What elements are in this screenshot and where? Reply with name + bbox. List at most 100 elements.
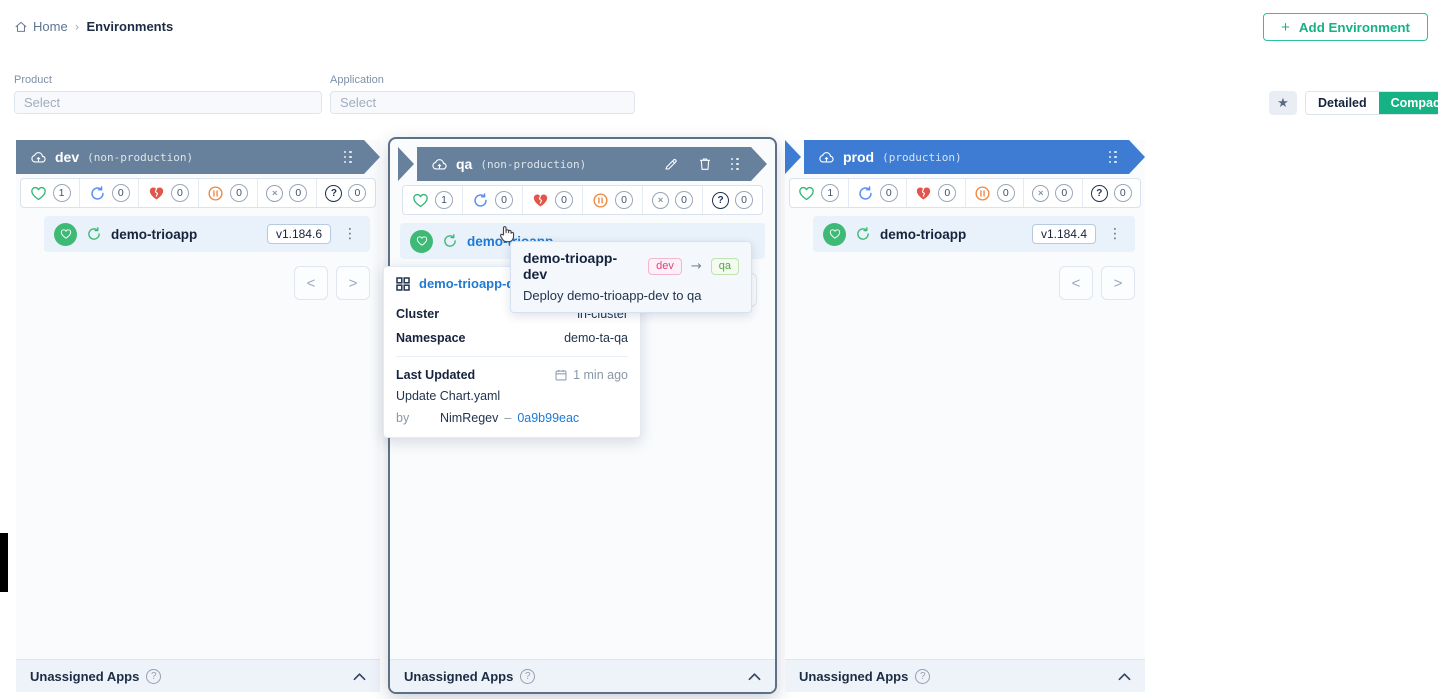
degraded-broken-heart-icon [148,185,165,202]
popover-app-link[interactable]: demo-trioapp-qa [419,276,522,291]
env-header-row-dev: dev (non-production) [16,140,380,174]
counter-missing[interactable]: × 0 [642,186,702,214]
healthy-heart-icon [412,192,429,209]
application-select-placeholder: Select [340,95,377,110]
product-select[interactable]: Select [14,91,322,114]
collapse-caret-icon[interactable] [748,672,761,681]
unassigned-apps-footer[interactable]: Unassigned Apps ? [16,659,380,692]
namespace-row: Namespace demo-ta-qa [396,326,628,350]
app-menu-button[interactable]: ⋮ [1108,226,1122,242]
dash-separator: – [504,411,512,425]
env-header-row-qa: qa (non-production) [398,147,767,181]
env-header-qa[interactable]: qa (non-production) [417,147,767,181]
env-header-row-prod: prod (production) [785,140,1145,174]
delete-environment-icon[interactable] [697,156,713,172]
drag-handle-icon[interactable] [731,158,740,171]
progressing-sync-icon [89,185,106,202]
namespace-label: Namespace [396,331,466,345]
detailed-view-button[interactable]: Detailed [1306,92,1379,114]
edit-environment-icon[interactable] [663,156,679,172]
unknown-question-icon: ? [1090,184,1108,202]
pagination-prod: < > [785,266,1135,300]
commit-author: NimRegev [440,411,499,425]
counter-degraded[interactable]: 0 [522,186,582,214]
divider [396,356,628,357]
app-version-badge[interactable]: v1.184.4 [1031,224,1096,244]
app-healthy-icon [54,222,77,246]
app-card-demo-trioapp[interactable]: demo-trioapp v1.184.6 ⋮ [44,216,370,252]
counter-progressing[interactable]: 0 [462,186,522,214]
suspended-pause-icon [974,185,991,202]
favorites-filter-button[interactable]: ★ [1269,91,1297,115]
degraded-broken-heart-icon [532,192,549,209]
counter-missing[interactable]: × 0 [1023,179,1082,207]
add-environment-label: Add Environment [1298,19,1410,35]
counter-value: 0 [615,191,633,209]
counter-suspended[interactable]: 0 [582,186,642,214]
counter-progressing[interactable]: 0 [847,179,907,207]
counter-degraded[interactable]: 0 [138,179,197,207]
app-name[interactable]: demo-trioapp [111,226,198,242]
counter-value: 1 [52,184,71,202]
commit-sha-link[interactable]: 0a9b99eac [517,411,580,425]
environment-type: (non-production) [87,150,194,164]
counter-healthy[interactable]: 1 [790,179,848,207]
prev-page-button[interactable]: < [294,266,328,300]
counter-healthy[interactable]: 1 [403,186,462,214]
collapse-caret-icon[interactable] [353,672,366,681]
counter-unknown[interactable]: ? 0 [702,186,762,214]
namespace-value: demo-ta-qa [564,331,628,345]
last-updated-row: Last Updated 1 min ago [396,363,628,387]
counter-suspended[interactable]: 0 [197,179,257,207]
help-icon[interactable]: ? [146,668,162,684]
tooltip-app-name: demo-trioapp-dev [523,250,618,282]
counter-value: 0 [1055,184,1074,202]
unknown-question-icon: ? [712,191,729,209]
promote-arrow-icon: → [690,258,702,274]
compact-view-button[interactable]: Compact [1378,92,1438,114]
environment-cloud-icon [431,158,448,171]
collapse-caret-icon[interactable] [1118,672,1131,681]
app-grid-icon [396,277,410,291]
add-environment-button[interactable]: + Add Environment [1263,13,1428,41]
breadcrumb-home-label[interactable]: Home [33,19,68,34]
app-name[interactable]: demo-trioapp [880,226,967,242]
counter-value: 0 [230,184,249,202]
app-card-demo-trioapp[interactable]: demo-trioapp v1.184.4 ⋮ [813,216,1135,252]
counter-healthy[interactable]: 1 [21,179,79,207]
env-header-prod[interactable]: prod (production) [804,140,1145,174]
hand-cursor-icon [497,223,516,244]
missing-cross-icon: × [652,191,669,209]
app-version-badge[interactable]: v1.184.6 [266,224,331,244]
promotion-tooltip: demo-trioapp-dev dev → qa Deploy demo-tr… [510,241,752,313]
counter-value: 0 [495,191,513,209]
drag-handle-icon[interactable] [344,151,353,164]
counter-unknown[interactable]: ? 0 [315,179,375,207]
drag-handle-icon[interactable] [1109,151,1118,164]
product-filter-label: Product [14,74,52,86]
counter-missing[interactable]: × 0 [256,179,316,207]
breadcrumb-home-link[interactable]: Home [14,19,68,34]
counter-degraded[interactable]: 0 [906,179,965,207]
application-select[interactable]: Select [330,91,635,114]
unassigned-apps-label: Unassigned Apps [30,668,140,684]
unassigned-apps-footer[interactable]: Unassigned Apps ? [390,659,775,692]
help-icon[interactable]: ? [915,668,931,684]
home-icon [14,20,28,34]
counter-unknown[interactable]: ? 0 [1081,179,1141,207]
env-column-prod: prod (production) 1 0 0 0 × 0 ? 0 demo-tri… [785,140,1145,692]
env-header-dev[interactable]: dev (non-production) [16,140,380,174]
help-icon[interactable]: ? [520,668,536,684]
app-menu-button[interactable]: ⋮ [343,226,357,242]
view-mode-toggle: Detailed Compact [1305,91,1438,115]
counter-suspended[interactable]: 0 [964,179,1024,207]
commit-author-row: by NimRegev – 0a9b99eac [396,407,628,427]
next-page-button[interactable]: > [1101,266,1135,300]
environment-name: qa [456,156,473,172]
counter-progressing[interactable]: 0 [79,179,138,207]
degraded-broken-heart-icon [915,185,932,202]
unassigned-apps-footer[interactable]: Unassigned Apps ? [785,659,1145,692]
next-page-button[interactable]: > [336,266,370,300]
prev-page-button[interactable]: < [1059,266,1093,300]
